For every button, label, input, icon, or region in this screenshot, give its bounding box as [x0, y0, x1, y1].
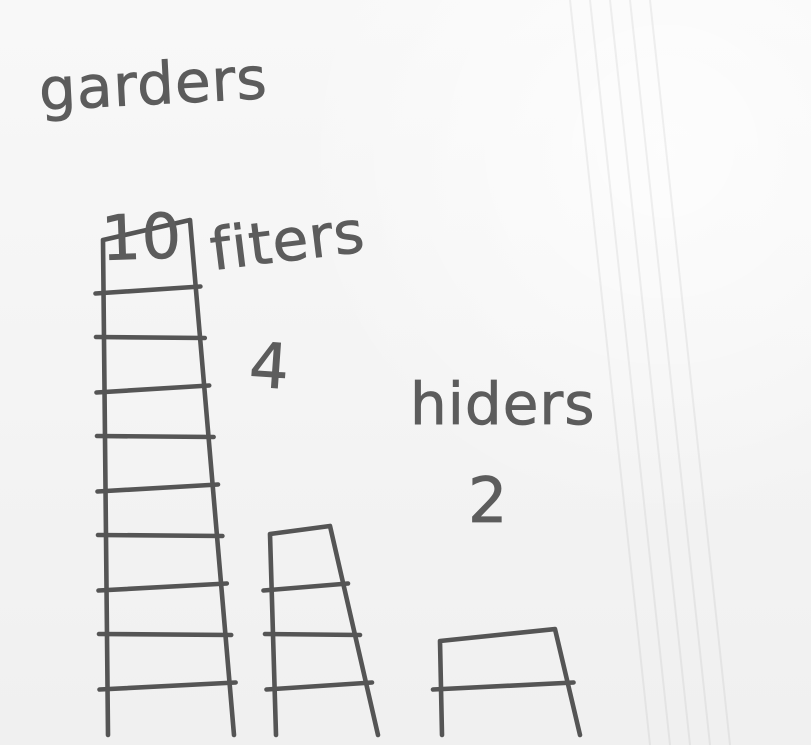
bar-segment-divider	[95, 482, 221, 494]
chart-bar-fiters	[261, 523, 381, 738]
bar-outline-garders	[100, 217, 237, 738]
bar-segment-divider	[93, 334, 208, 341]
category-label-hiders: hiders	[410, 370, 595, 438]
bar-segment-divider	[264, 680, 375, 692]
bar-segment-divider	[261, 581, 351, 593]
bar-segment-divider	[262, 631, 363, 638]
bar-segment-divider	[430, 680, 576, 692]
bar-segment-divider	[96, 581, 230, 593]
value-label-hiders: 2	[468, 464, 508, 537]
chart-bar-garders	[93, 217, 238, 738]
bar-segment-divider	[97, 680, 238, 692]
bar-segment-divider	[96, 631, 234, 638]
bar-segment-divider	[95, 532, 225, 539]
value-label-garders: 10	[100, 199, 183, 275]
chart-bar-hiders	[430, 626, 583, 738]
bar-segment-divider	[93, 284, 203, 296]
value-label-fiters: 4	[247, 328, 292, 404]
bar-segment-divider	[94, 433, 216, 440]
bar-outline-fiters	[267, 523, 381, 738]
paper-show-through	[569, 0, 731, 745]
category-label-garders: garders	[37, 44, 269, 124]
category-label-fiters: fiters	[206, 198, 368, 284]
bar-segment-divider	[94, 383, 212, 395]
bars-layer	[93, 217, 583, 738]
